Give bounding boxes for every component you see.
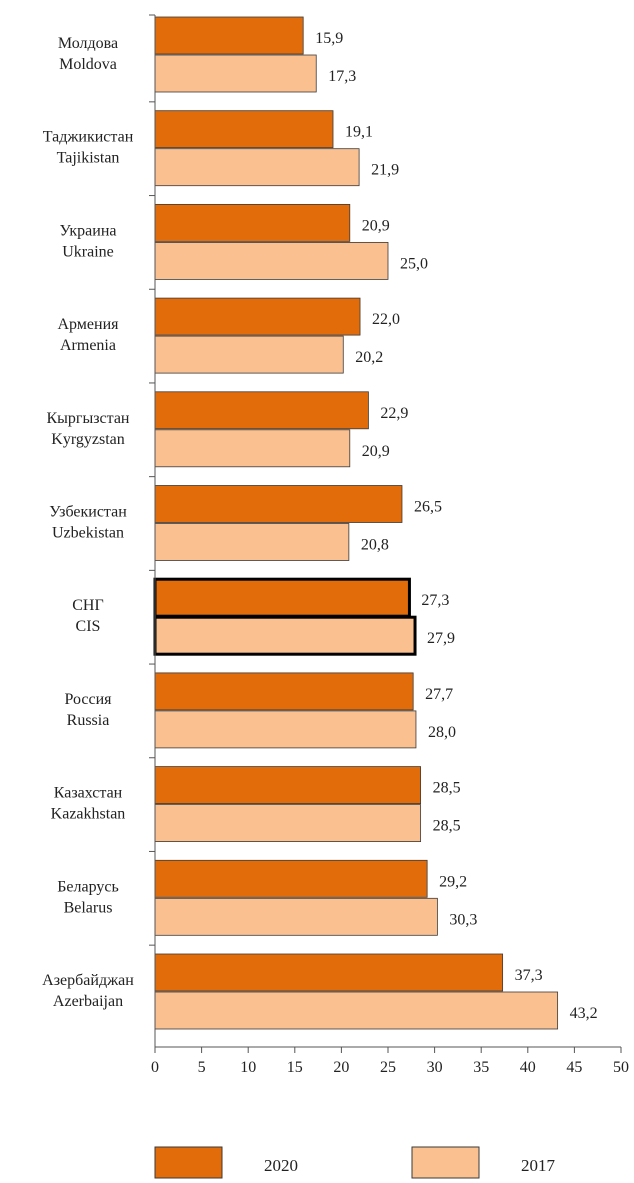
value-label-2017-ukraine: 25,0 — [400, 255, 428, 272]
category-label-en: Armenia — [60, 337, 116, 354]
value-label-2020-ukraine: 20,9 — [362, 217, 390, 234]
x-tick-label: 0 — [151, 1059, 159, 1076]
value-label-2017-belarus: 30,3 — [449, 911, 477, 928]
category-label-en: Kyrgyzstan — [51, 431, 124, 448]
x-tick-label: 15 — [287, 1059, 303, 1076]
value-label-2020-uzbekistan: 26,5 — [414, 499, 442, 516]
category-label-ru: Казахстан — [54, 785, 123, 802]
x-tick-label: 45 — [566, 1059, 582, 1076]
category-label-ru: Россия — [64, 691, 112, 708]
value-label-2017-armenia: 20,2 — [355, 349, 383, 366]
bar-2020-tajikistan — [154, 110, 334, 149]
x-tick-label: 35 — [473, 1059, 489, 1076]
category-label-en: Ukraine — [62, 243, 114, 260]
bars-layer — [153, 16, 559, 1030]
value-label-2020-kyrgyzstan: 22,9 — [380, 405, 408, 422]
x-tick-label: 40 — [520, 1059, 536, 1076]
bar-2020-ukraine — [154, 203, 351, 242]
value-label-2017-uzbekistan: 20,8 — [361, 537, 389, 554]
bar-2017-kyrgyzstan — [154, 429, 351, 468]
bar-2017-uzbekistan — [154, 523, 350, 561]
category-label-ru: Таджикистан — [43, 129, 134, 146]
category-label-ru: СНГ — [72, 597, 103, 614]
legend-swatch-2017 — [411, 1146, 480, 1179]
bar-2020-kazakhstan — [154, 766, 422, 804]
bar-2020-kyrgyzstan — [154, 391, 369, 430]
category-label-en: Russia — [67, 712, 110, 729]
legend-swatch-2020 — [154, 1146, 223, 1179]
value-label-2020-tajikistan: 19,1 — [345, 124, 373, 141]
value-label-2017-kazakhstan: 28,5 — [433, 818, 461, 835]
category-label-ru: Беларусь — [57, 878, 119, 895]
category-label-en: Belarus — [64, 899, 113, 916]
value-label-2020-russia: 27,7 — [425, 686, 453, 703]
category-labels-layer: Молдова Moldova Таджикистан Tajikistan Украи… — [42, 35, 134, 1010]
bar-2020-moldova — [154, 16, 304, 55]
category-label-ru: Украина — [59, 222, 116, 239]
legend: 2020 2017 — [154, 1146, 556, 1179]
axes: 0 5 10 15 20 25 30 35 40 45 50 — [149, 14, 629, 1076]
bar-2017-belarus — [154, 897, 438, 936]
x-tick-label: 30 — [427, 1059, 443, 1076]
bar-2017-cis — [153, 615, 417, 656]
x-tick-label: 50 — [613, 1059, 629, 1076]
value-label-2017-tajikistan: 21,9 — [371, 162, 399, 179]
value-label-2020-armenia: 22,0 — [372, 311, 400, 328]
value-label-2020-moldova: 15,9 — [315, 30, 343, 47]
category-label-ru: Кыргызстан — [46, 410, 129, 427]
value-label-2020-kazakhstan: 28,5 — [433, 780, 461, 797]
bar-2017-ukraine — [154, 241, 389, 280]
value-label-2020-cis: 27,3 — [421, 592, 449, 609]
bar-2020-uzbekistan — [154, 485, 403, 523]
category-label-ru: Азербайджан — [42, 972, 134, 989]
category-label-en: CIS — [76, 618, 101, 635]
value-label-2020-belarus: 29,2 — [439, 873, 467, 890]
value-label-2017-azerbaijan: 43,2 — [570, 1005, 598, 1022]
bar-2020-russia — [154, 672, 414, 711]
x-tick-label: 25 — [380, 1059, 396, 1076]
bar-2020-cis — [153, 577, 411, 618]
value-label-2020-azerbaijan: 37,3 — [515, 967, 543, 984]
category-label-ru: Молдова — [58, 35, 118, 52]
bar-2017-moldova — [154, 54, 317, 93]
legend-label-2017: 2017 — [521, 1156, 556, 1175]
value-label-2017-kyrgyzstan: 20,9 — [362, 443, 390, 460]
x-tick-label: 5 — [198, 1059, 206, 1076]
category-label-en: Azerbaijan — [53, 993, 123, 1010]
bar-2017-kazakhstan — [154, 804, 422, 842]
bar-2020-belarus — [154, 859, 428, 898]
value-label-2017-russia: 28,0 — [428, 724, 456, 741]
value-labels-layer: 15,9 17,3 19,1 21,9 20,9 25,0 22,0 20,2 22,9 20,9… — [315, 30, 597, 1022]
category-label-en: Moldova — [59, 56, 117, 73]
bar-2017-tajikistan — [154, 148, 360, 187]
bar-2020-azerbaijan — [154, 953, 504, 992]
x-tick-label: 10 — [240, 1059, 256, 1076]
bar-2017-azerbaijan — [154, 991, 559, 1030]
category-label-en: Tajikistan — [57, 150, 120, 167]
bar-2017-armenia — [154, 335, 344, 374]
value-label-2017-moldova: 17,3 — [328, 68, 356, 85]
category-label-ru: Армения — [57, 316, 119, 333]
category-label-en: Uzbekistan — [52, 525, 124, 542]
legend-label-2020: 2020 — [264, 1156, 298, 1175]
value-label-2017-cis: 27,9 — [427, 630, 455, 647]
category-label-en: Kazakhstan — [51, 806, 126, 823]
x-tick-label: 20 — [333, 1059, 349, 1076]
bar-2020-armenia — [154, 297, 361, 336]
bar-2017-russia — [154, 710, 417, 749]
category-label-ru: Узбекистан — [49, 504, 127, 521]
